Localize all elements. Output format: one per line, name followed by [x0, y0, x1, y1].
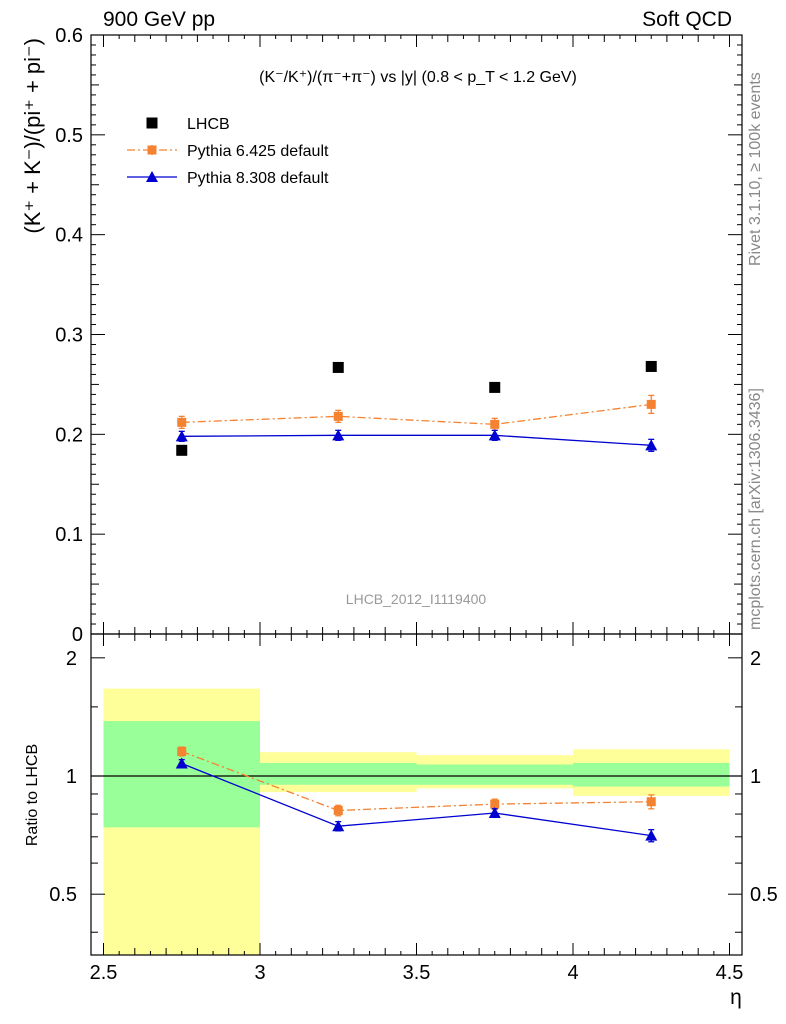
y-tick-label-right: 1 [750, 766, 761, 788]
x-tick-label: 2.5 [90, 962, 118, 984]
header-left: 900 GeV pp [103, 8, 216, 31]
inner-band [416, 764, 573, 785]
data-point [488, 806, 501, 818]
data-point [645, 360, 657, 372]
y-ticks-main [91, 34, 742, 635]
legend-marker [146, 171, 158, 182]
main-series-1 [177, 394, 656, 431]
data-point [646, 399, 656, 409]
data-point [645, 829, 658, 841]
x-tick-label: 4.5 [716, 962, 744, 984]
y-tick-label: 0.1 [55, 524, 83, 546]
y-tick-label-right: 0.5 [750, 884, 778, 906]
x-ticks [103, 35, 730, 955]
y-tick-label: 0.2 [55, 424, 83, 446]
data-point [333, 805, 343, 815]
y-tick-label: 0.3 [55, 325, 83, 347]
legend-label: Pythia 6.425 default [187, 143, 329, 160]
legend: LHCB Pythia 6.425 default Pythia 8.308 def… [127, 116, 329, 187]
main-series-2 [175, 429, 658, 452]
data-point [490, 419, 500, 429]
y-tick-label: 0 [72, 624, 83, 646]
data-point [490, 799, 500, 809]
data-point [488, 429, 501, 441]
legend-label: Pythia 8.308 default [187, 170, 329, 187]
analysis-watermark: LHCB_2012_I1119400 [346, 591, 487, 607]
ratio-y-axis-label: Ratio to LHCB [24, 744, 41, 846]
data-point [177, 417, 187, 427]
x-tick-label: 4 [567, 962, 578, 984]
main-series-0 [176, 360, 657, 456]
y-tick-label-right: 2 [750, 648, 761, 670]
ratio-series-0 [177, 746, 656, 817]
data-point [176, 444, 188, 456]
legend-marker [147, 145, 157, 155]
y-tick-label: 1 [66, 766, 77, 788]
data-point [332, 361, 344, 373]
series-line [181, 750, 652, 812]
ratio-bands [103, 688, 730, 955]
data-point [175, 430, 188, 442]
chart-title: (K⁻/K⁺)/(π⁻+π⁻) vs |y| (0.8 < p_T < 1.2 … [259, 69, 577, 86]
x-axis-label: η [730, 986, 742, 1009]
y-tick-label: 2 [66, 648, 77, 670]
legend-marker [146, 117, 158, 129]
data-point [646, 797, 656, 807]
series-line [181, 762, 652, 837]
data-point [177, 746, 187, 756]
data-point [489, 381, 501, 393]
data-point [333, 411, 343, 421]
data-point [645, 439, 658, 451]
y-tick-label: 0.4 [55, 225, 83, 247]
series-line [181, 403, 652, 426]
data-point [332, 820, 345, 832]
y-ticks-ratio [91, 657, 742, 933]
x-tick-label: 3.5 [403, 962, 431, 984]
y-tick-label: 0.5 [49, 884, 77, 906]
y-tick-label: 0.6 [55, 25, 83, 47]
y-tick-label: 0.5 [55, 125, 83, 147]
y-axis-label: (K⁺ + K⁻)/(pi⁺ + pi⁻) [20, 38, 45, 234]
x-tick-label: 3 [254, 962, 265, 984]
series-line [181, 434, 652, 446]
legend-label: LHCB [187, 116, 230, 133]
ratio-series-1 [175, 757, 658, 843]
inner-band [260, 762, 417, 785]
data-point [175, 757, 188, 769]
data-point [332, 429, 345, 441]
inner-band [573, 762, 730, 787]
inner-band [103, 721, 260, 828]
header-right: Soft QCD [642, 8, 732, 31]
